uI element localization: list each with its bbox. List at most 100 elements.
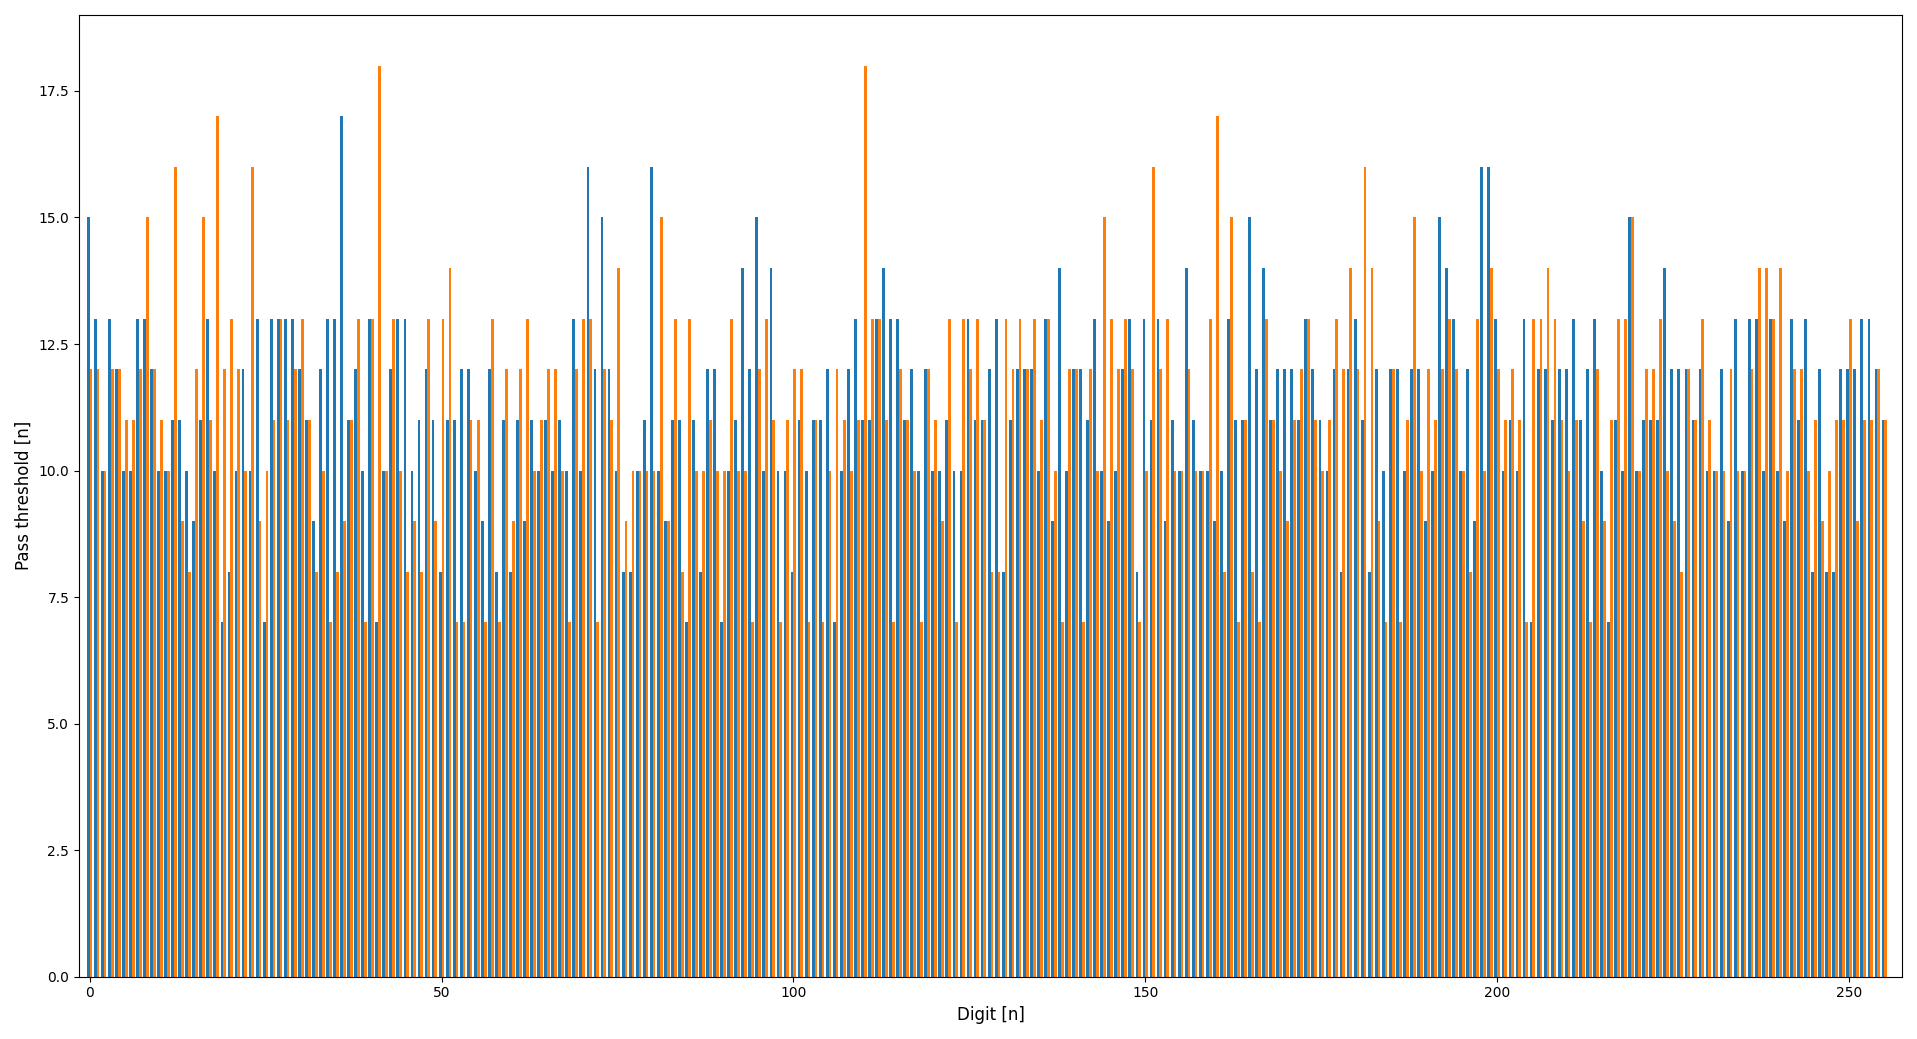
Bar (1332, 369, 1336, 977)
Bar (738, 471, 740, 977)
Bar (1342, 369, 1346, 977)
Bar (807, 622, 811, 977)
Bar (355, 369, 357, 977)
Bar (673, 319, 677, 977)
Bar (1152, 167, 1156, 977)
Bar (874, 319, 878, 977)
Bar (1198, 471, 1202, 977)
Bar (1601, 471, 1603, 977)
Bar (1012, 369, 1014, 977)
Bar (1882, 420, 1884, 977)
Bar (945, 420, 949, 977)
Bar (575, 369, 579, 977)
Bar (378, 65, 381, 977)
Bar (1173, 471, 1177, 977)
Bar (107, 319, 111, 977)
Bar (811, 420, 815, 977)
Bar (1670, 369, 1674, 977)
Bar (546, 369, 550, 977)
Bar (523, 522, 525, 977)
Bar (1194, 471, 1198, 977)
Bar (1185, 268, 1189, 977)
Bar (1219, 471, 1223, 977)
Bar (1813, 420, 1817, 977)
Bar (1382, 471, 1384, 977)
Bar (567, 622, 571, 977)
Bar (1357, 369, 1359, 977)
Bar (1143, 319, 1144, 977)
Bar (966, 319, 970, 977)
Bar (1037, 471, 1039, 977)
Bar (1008, 420, 1012, 977)
Bar (1509, 420, 1511, 977)
Bar (1097, 471, 1098, 977)
Bar (617, 268, 621, 977)
Bar (117, 369, 121, 977)
Bar (1434, 420, 1436, 977)
Bar (111, 369, 113, 977)
Bar (512, 522, 514, 977)
Bar (1488, 167, 1490, 977)
Bar (1867, 319, 1871, 977)
Bar (1269, 420, 1273, 977)
Bar (1110, 319, 1114, 977)
Bar (426, 369, 427, 977)
Bar (610, 420, 613, 977)
Bar (196, 369, 197, 977)
Bar (266, 471, 268, 977)
Bar (1616, 319, 1620, 977)
Bar (1476, 319, 1480, 977)
Bar (297, 369, 301, 977)
Bar (150, 369, 153, 977)
Bar (1307, 319, 1309, 977)
Bar (1054, 471, 1056, 977)
Bar (1505, 420, 1507, 977)
Bar (180, 522, 184, 977)
Bar (920, 622, 922, 977)
Bar (288, 420, 289, 977)
Bar (483, 622, 487, 977)
Bar (658, 471, 659, 977)
Bar (1258, 622, 1261, 977)
Bar (339, 116, 343, 977)
Bar (1265, 319, 1267, 977)
Bar (819, 420, 822, 977)
Bar (343, 522, 345, 977)
Bar (220, 622, 222, 977)
Bar (1328, 420, 1330, 977)
Bar (123, 471, 125, 977)
Bar (544, 420, 546, 977)
Bar (1543, 369, 1547, 977)
Bar (1553, 319, 1557, 977)
Bar (751, 622, 753, 977)
Bar (217, 116, 219, 977)
Bar (1572, 319, 1574, 977)
Bar (1539, 319, 1543, 977)
Bar (171, 420, 174, 977)
Bar (326, 319, 330, 977)
Bar (899, 369, 901, 977)
Bar (1144, 471, 1148, 977)
Bar (245, 471, 247, 977)
Bar (1340, 571, 1342, 977)
Bar (1649, 420, 1652, 977)
Bar (1712, 471, 1716, 977)
Bar (1261, 268, 1265, 977)
Bar (1290, 369, 1294, 977)
Bar (1723, 471, 1725, 977)
Bar (125, 420, 128, 977)
Bar (636, 471, 638, 977)
Bar (815, 420, 817, 977)
Bar (153, 369, 155, 977)
Bar (886, 420, 888, 977)
Bar (583, 319, 585, 977)
Bar (797, 420, 801, 977)
Bar (1595, 369, 1599, 977)
Bar (991, 571, 993, 977)
Bar (364, 622, 366, 977)
Bar (1177, 471, 1181, 977)
Bar (974, 420, 976, 977)
Bar (460, 369, 462, 977)
Bar (1066, 471, 1068, 977)
Bar (832, 622, 836, 977)
